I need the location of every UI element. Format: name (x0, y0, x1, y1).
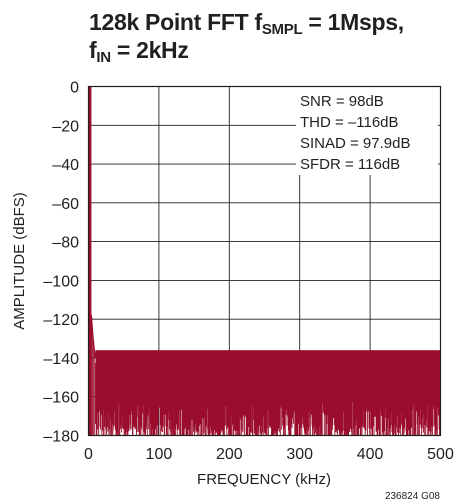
x-tick-label: 200 (216, 446, 243, 463)
y-tick-labels: 0 –20 –40 –60 –80 –100 –120 –140 –160 –180 (43, 80, 79, 446)
y-tick-label: –20 (52, 118, 79, 135)
figure-id: 236824 G08 (385, 491, 440, 502)
y-tick-label: –40 (52, 157, 79, 174)
plot-frame (87, 85, 442, 437)
title-line-1: 128k Point FFT fSMPL = 1Msps, (89, 9, 404, 38)
y-tick-label: –160 (43, 390, 79, 407)
annotation-line: SFDR = 116dB (300, 156, 400, 173)
y-tick-label: 0 (70, 80, 79, 97)
x-tick-label: 100 (146, 446, 173, 463)
y-tick-label: –120 (43, 312, 79, 329)
y-tick-label: –100 (43, 273, 79, 290)
fft-trace (88, 86, 441, 436)
annotation-block: SNR = 98dB THD = –116dB SINAD = 97.9dB SFDR… (300, 93, 410, 173)
title-line-2: fIN = 2kHz (89, 37, 189, 66)
annotation-line: THD = –116dB (300, 114, 399, 131)
y-tick-label: –60 (52, 196, 79, 213)
fundamental-peak (88, 86, 92, 436)
x-tick-label: 0 (84, 446, 93, 463)
annotation-line: SINAD = 97.9dB (300, 135, 410, 152)
noise-floor-band (95, 350, 441, 397)
annotation-background (296, 87, 438, 175)
y-tick-label: –140 (43, 351, 79, 368)
x-tick-labels: 0 100 200 300 400 500 (84, 446, 454, 463)
x-tick-label: 500 (427, 446, 454, 463)
x-tick-label: 400 (357, 446, 384, 463)
y-axis-label: AMPLITUDE (dBFS) (11, 192, 28, 330)
y-tick-label: –180 (43, 429, 79, 446)
x-tick-label: 300 (286, 446, 313, 463)
annotation-line: SNR = 98dB (300, 93, 384, 110)
y-tick-label: –80 (52, 235, 79, 252)
x-axis-label: FREQUENCY (kHz) (197, 471, 331, 488)
chart-title: 128k Point FFT fSMPL = 1Msps, fIN = 2kHz (89, 8, 449, 66)
